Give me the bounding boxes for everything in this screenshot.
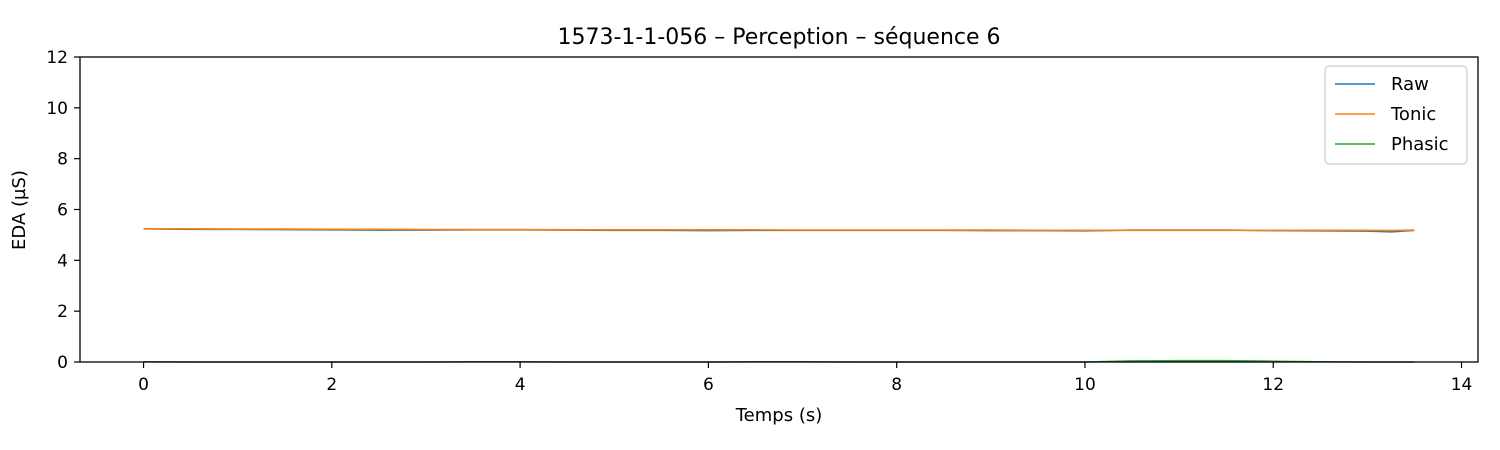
- y-tick-label: 10: [46, 99, 68, 119]
- legend: Raw Tonic Phasic: [1324, 65, 1468, 165]
- plot-area-frame: [79, 56, 1479, 363]
- x-tick-label: 14: [1451, 375, 1473, 395]
- x-axis-label: Temps (s): [735, 405, 823, 426]
- x-tick-label: 4: [515, 375, 526, 395]
- legend-box: [1324, 65, 1468, 165]
- y-tick-label: 6: [57, 201, 68, 221]
- x-tick-label: 0: [138, 375, 149, 395]
- y-axis-label: EDA (µS): [9, 170, 30, 250]
- x-tick-label: 12: [1262, 375, 1284, 395]
- y-tick-label: 0: [57, 353, 68, 373]
- y-tick-label: 4: [57, 251, 68, 271]
- legend-label-phasic: Phasic: [1391, 134, 1449, 155]
- y-axis: 0 2 4 6 8 10 12: [46, 48, 80, 373]
- y-tick-label: 12: [46, 48, 68, 68]
- series-line-tonic: [143, 228, 1415, 232]
- y-tick-label: 8: [57, 150, 68, 170]
- chart-title: 1573-1-1-056 – Perception – séquence 6: [557, 25, 1000, 50]
- x-tick-label: 8: [891, 375, 902, 395]
- legend-label-raw: Raw: [1391, 74, 1429, 95]
- legend-label-tonic: Tonic: [1390, 104, 1436, 125]
- x-axis: 0 2 4 6 8 10 12 14: [138, 362, 1472, 395]
- x-tick-label: 6: [703, 375, 714, 395]
- y-tick-label: 2: [57, 302, 68, 322]
- x-tick-label: 10: [1074, 375, 1096, 395]
- x-tick-label: 2: [326, 375, 337, 395]
